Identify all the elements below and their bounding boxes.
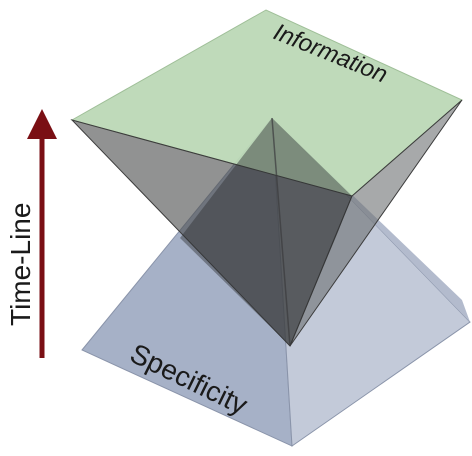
- top-pyramid-front-right-face: [289, 99, 463, 347]
- timeline-label: Time-Line: [5, 203, 36, 326]
- intersection-region: [180, 118, 352, 346]
- top-pyramid: [70, 9, 463, 347]
- inner-apex-edge: [271, 117, 291, 347]
